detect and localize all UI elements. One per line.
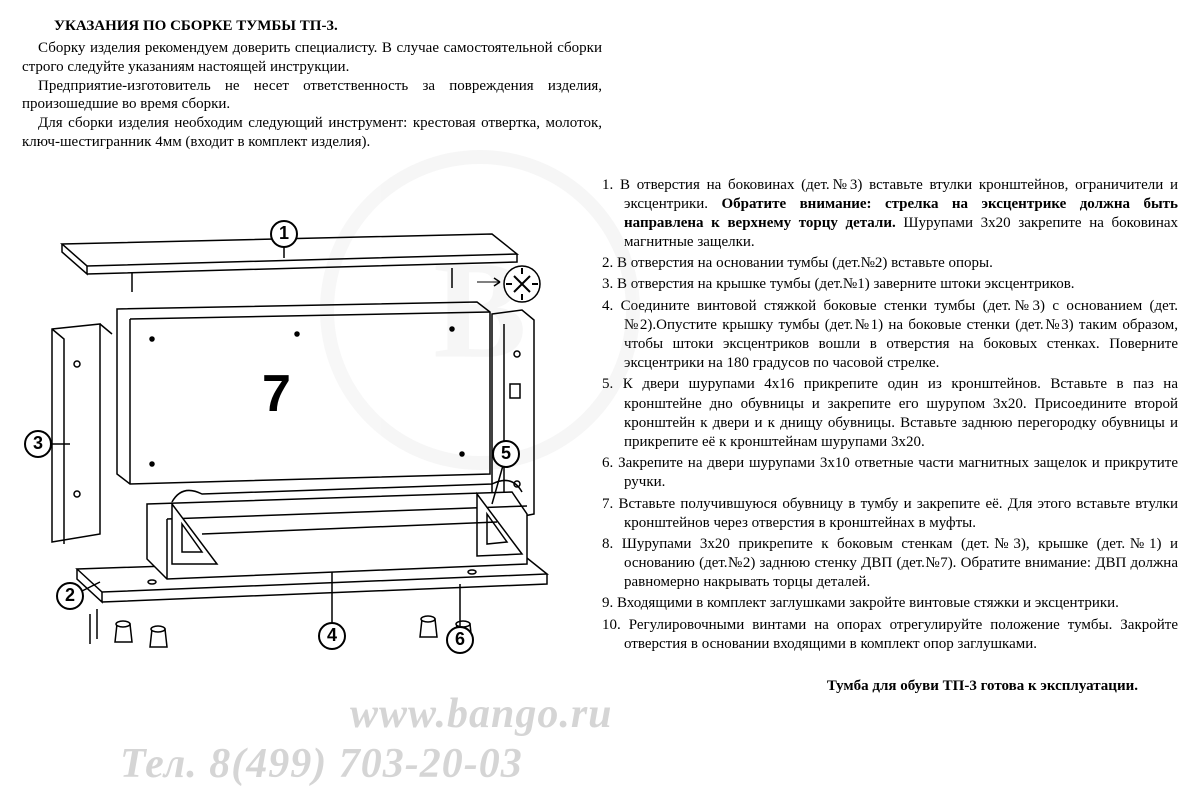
assembly-diagram: 1 3 2 4 5 6 7 — [22, 184, 582, 684]
watermark-tel: Тел. 8(499) 703-20-03 — [120, 740, 523, 788]
step-6: 6. Закрепите на двери шурупами 3х10 отве… — [602, 454, 1178, 492]
callout-4: 4 — [318, 622, 346, 650]
intro-p1: Сборку изделия рекомендуем доверить спец… — [22, 39, 602, 77]
callout-6: 6 — [446, 626, 474, 654]
intro-block: Сборку изделия рекомендуем доверить спец… — [22, 39, 1178, 152]
step-9: 9. Входящими в комплект заглушками закро… — [602, 594, 1178, 613]
callout-2: 2 — [56, 582, 84, 610]
step-4: 4. Соедините винтовой стяжкой боковые ст… — [602, 297, 1178, 374]
step-1: 1. В отверстия на боковинах (дет.№3) вст… — [602, 176, 1178, 253]
intro-p3: Для сборки изделия необходим следующий и… — [22, 114, 602, 152]
diagram-column: 1 3 2 4 5 6 7 — [22, 164, 592, 696]
instructions-column: 1. В отверстия на боковинах (дет.№3) вст… — [602, 164, 1178, 696]
callout-7: 7 — [262, 364, 291, 424]
step-8: 8. Шурупами 3х20 прикрепите к боковым ст… — [602, 535, 1178, 593]
callout-1: 1 — [270, 220, 298, 248]
step-10: 10. Регулировочными винтами на опорах от… — [602, 616, 1178, 654]
header: УКАЗАНИЯ ПО СБОРКЕ ТУМБЫ ТП-3. Сборку из… — [22, 18, 1178, 152]
callout-5: 5 — [492, 440, 520, 468]
step-2: 2. В отверстия на основании тумбы (дет.№… — [602, 254, 1178, 273]
step-7: 7. Вставьте получившуюся обувницу в тумб… — [602, 495, 1178, 533]
conclusion: Тумба для обуви ТП-3 готова к эксплуатац… — [602, 678, 1178, 695]
steps-list: 1. В отверстия на боковинах (дет.№3) вст… — [602, 176, 1178, 655]
callout-3: 3 — [24, 430, 52, 458]
intro-p2: Предприятие-изготовитель не несет ответс… — [22, 77, 602, 115]
watermark-url: www.bango.ru — [350, 690, 613, 738]
step-3: 3. В отверстия на крышке тумбы (дет.№1) … — [602, 275, 1178, 294]
page-title: УКАЗАНИЯ ПО СБОРКЕ ТУМБЫ ТП-3. — [54, 18, 1178, 35]
step-5: 5. К двери шурупами 4х16 прикрепите один… — [602, 375, 1178, 452]
